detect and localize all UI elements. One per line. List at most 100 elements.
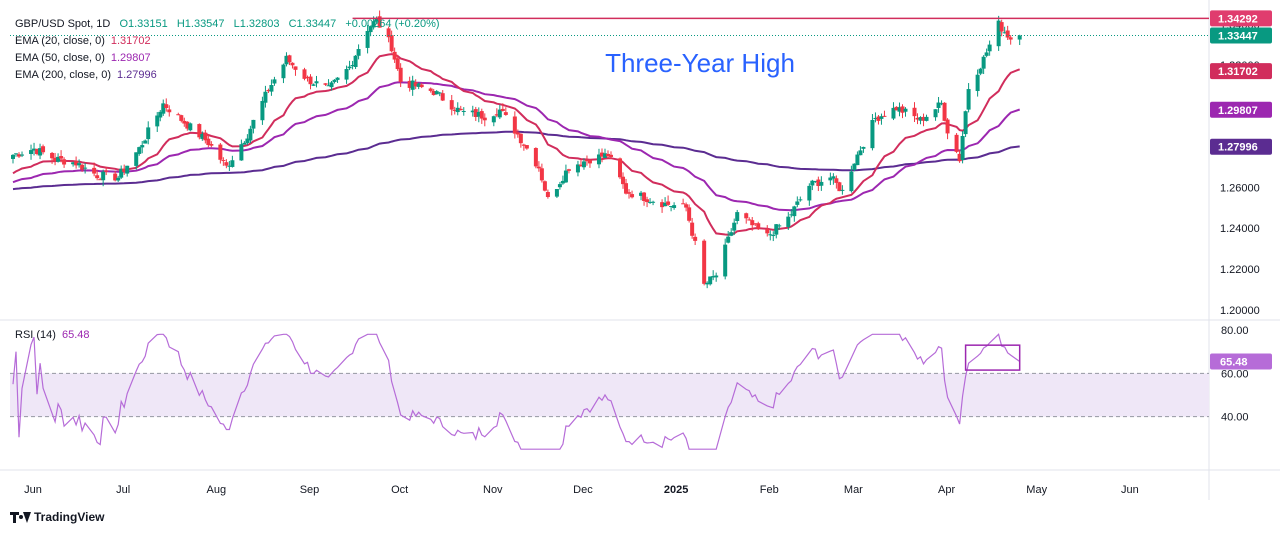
candle-body	[756, 223, 761, 230]
candle-body	[29, 150, 34, 155]
ohlc-legend: GBP/USD Spot, 1D O1.33151 H1.33547 L1.32…	[15, 18, 446, 30]
rsi-value-tag	[1210, 353, 1272, 370]
ema50-line	[12, 81, 1021, 212]
candle-body	[440, 93, 445, 101]
ema20-line	[12, 53, 1021, 236]
candle-body	[858, 150, 863, 156]
x-tick-label: Apr	[938, 484, 955, 496]
candle-body	[789, 214, 794, 216]
price-tag	[1210, 27, 1272, 44]
candle-body	[861, 146, 866, 149]
symbol-label[interactable]: GBP/USD Spot, 1D	[15, 18, 111, 30]
candle-body	[179, 115, 184, 121]
candle-body	[182, 120, 187, 124]
candle-body	[41, 146, 46, 153]
high-value: H1.33547	[176, 18, 225, 30]
candle-body	[648, 201, 653, 203]
candle-body	[116, 177, 121, 181]
price-tag	[1210, 138, 1272, 155]
price-tag	[1210, 10, 1272, 27]
candle-body	[470, 110, 475, 113]
candle-body	[494, 114, 499, 116]
candle-body	[753, 223, 758, 225]
candle-body	[158, 111, 163, 118]
candle-body	[38, 148, 43, 156]
candle-body	[849, 171, 854, 192]
candle-body	[545, 191, 550, 198]
ema200-legend[interactable]: EMA (200, close, 0) 1.27996	[15, 69, 157, 81]
candle-body	[74, 161, 79, 166]
tradingview-icon	[10, 511, 31, 523]
candle-body	[302, 69, 307, 79]
candle-body	[882, 115, 887, 117]
candle-body	[560, 180, 565, 184]
candle-body	[729, 232, 734, 236]
candle-body	[101, 171, 106, 181]
candle-body	[795, 201, 800, 205]
ema20-label: EMA (20, close, 0)	[15, 35, 105, 47]
candle-body	[771, 235, 776, 237]
candle-body	[996, 20, 1001, 47]
ema50-legend[interactable]: EMA (50, close, 0) 1.29807	[15, 52, 151, 64]
candle-body	[14, 153, 19, 155]
x-tick-label: May	[1026, 484, 1047, 496]
tradingview-logo[interactable]: TradingView	[10, 510, 104, 524]
candle-body	[621, 176, 626, 185]
candle-body	[248, 128, 253, 141]
candle-body	[284, 55, 289, 65]
candle-body	[813, 181, 818, 183]
candle-body	[263, 91, 268, 103]
candle-body	[581, 161, 586, 168]
rsi-legend[interactable]: RSI (14) 65.48	[15, 329, 90, 341]
candle-body	[837, 182, 842, 192]
tradingview-label: TradingView	[34, 510, 105, 524]
candle-body	[939, 103, 944, 105]
candle-body	[542, 181, 547, 191]
y-tick-label: 1.26000	[1220, 182, 1260, 194]
candle-body	[618, 158, 623, 178]
candle-body	[777, 225, 782, 227]
candle-body	[870, 119, 875, 149]
candle-body	[308, 76, 313, 85]
candle-body	[587, 160, 592, 164]
candle-body	[894, 106, 899, 111]
candle-body	[71, 162, 76, 165]
candle-body	[200, 133, 205, 139]
candle-body	[203, 132, 208, 141]
ema50-value: 1.29807	[110, 52, 151, 64]
candle-body	[660, 202, 665, 208]
candle-body	[125, 165, 130, 174]
candle-body	[768, 234, 773, 236]
candle-body	[563, 170, 568, 183]
candle-body	[924, 116, 929, 121]
candle-body	[428, 88, 433, 91]
candle-body	[227, 165, 232, 167]
rsi-value: 65.48	[61, 329, 90, 341]
x-tick-label: Aug	[207, 484, 227, 496]
candle-body	[852, 163, 857, 170]
candle-body	[735, 212, 740, 222]
candle-body	[260, 101, 265, 121]
candle-body	[458, 108, 463, 111]
candle-body	[53, 157, 58, 161]
candle-body	[819, 181, 824, 186]
candle-body	[984, 52, 989, 56]
candle-body	[98, 179, 103, 181]
x-tick-label: Dec	[573, 484, 593, 496]
candle-body	[536, 166, 541, 169]
candle-body	[368, 26, 373, 33]
x-tick-label: Nov	[483, 484, 503, 496]
candle-body	[690, 222, 695, 236]
change-value: +0.00264 (+0.20%)	[345, 18, 440, 30]
ema20-legend[interactable]: EMA (20, close, 0) 1.31702	[15, 35, 151, 47]
rsi-band	[10, 373, 1209, 417]
candle-body	[386, 28, 391, 38]
candle-body	[11, 154, 16, 159]
y-tick-label: 1.24000	[1220, 223, 1260, 235]
rsi-y-tick-label: 40.00	[1221, 412, 1249, 424]
candle-body	[323, 83, 328, 85]
candle-body	[578, 164, 583, 166]
candle-body	[197, 124, 202, 138]
candle-body	[726, 236, 731, 243]
candle-body	[290, 62, 295, 66]
